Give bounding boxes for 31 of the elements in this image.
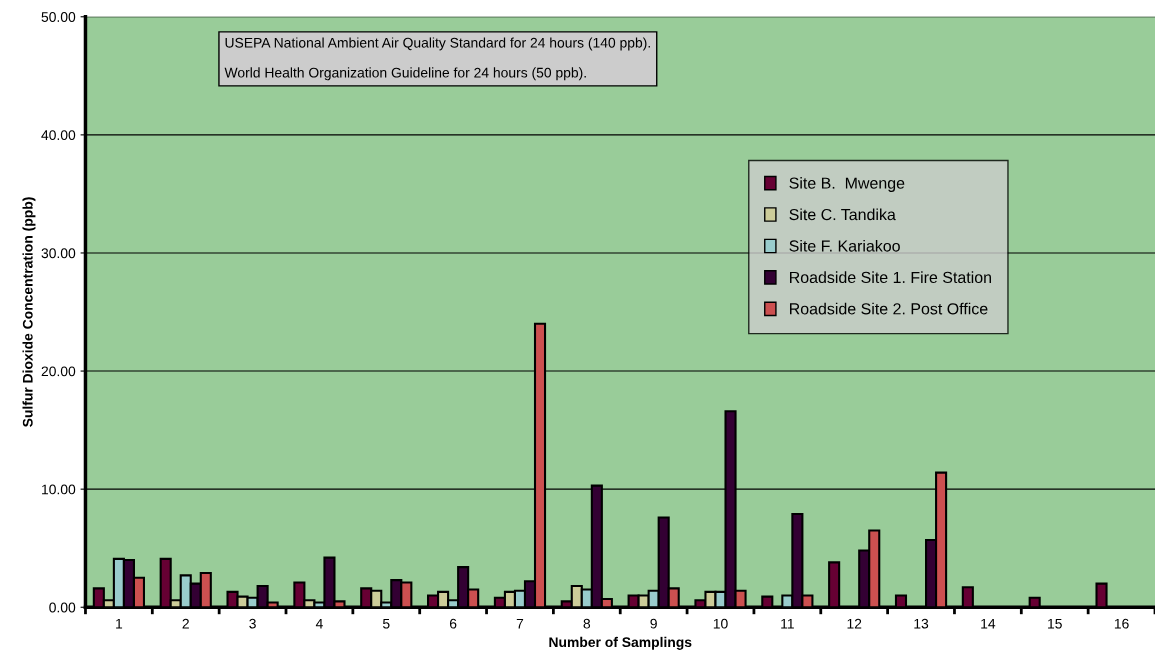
x-tick-label: 13 bbox=[914, 618, 929, 629]
x-tick-label: 2 bbox=[182, 618, 189, 629]
x-tick-label: 11 bbox=[781, 618, 794, 629]
legend-label: Site B. Mwenge bbox=[789, 177, 905, 192]
x-tick-label: 4 bbox=[315, 618, 323, 629]
legend-label: Roadside Site 1. Fire Station bbox=[790, 271, 991, 284]
x-tick-label: 5 bbox=[382, 618, 390, 629]
x-tick-label: 7 bbox=[516, 618, 524, 629]
annotation: World Health Organization Guideline for 24 hours (50 ppb). bbox=[224, 67, 586, 81]
x-tick-label: 16 bbox=[1114, 618, 1129, 629]
legend-label: Site C. Tandika bbox=[789, 208, 896, 221]
x-axis-title: Number of Samplings bbox=[549, 636, 692, 650]
y-tick-label: 20.00 bbox=[41, 366, 76, 377]
x-tick-label: 14 bbox=[981, 618, 996, 629]
x-tick-label: 15 bbox=[1048, 618, 1062, 629]
y-tick-label: 50.00 bbox=[41, 12, 76, 22]
x-tick-label: 3 bbox=[249, 618, 256, 629]
x-tick-label: 8 bbox=[583, 618, 591, 629]
y-tick-label: 10.00 bbox=[42, 484, 76, 495]
y-tick-label: 40.00 bbox=[41, 130, 76, 141]
annotation: USEPA National Ambient Air Quality Standard for 24 hours (140 ppb). bbox=[225, 37, 650, 51]
x-tick-label: 6 bbox=[449, 618, 457, 629]
legend-label: Site F. Kariakoo bbox=[789, 239, 900, 252]
x-tick-label: 10 bbox=[713, 618, 728, 629]
y-axis-title: Sulfur Dioxide Concentration (ppb) bbox=[22, 197, 36, 427]
x-tick-label: 9 bbox=[650, 618, 657, 629]
x-tick-label: 12 bbox=[847, 618, 862, 629]
y-tick-label: 30.00 bbox=[41, 248, 76, 259]
y-tick-label: 0.00 bbox=[49, 602, 76, 613]
legend-label: Roadside Site 2. Post Office bbox=[790, 302, 988, 315]
x-tick-label: 1 bbox=[116, 618, 123, 629]
